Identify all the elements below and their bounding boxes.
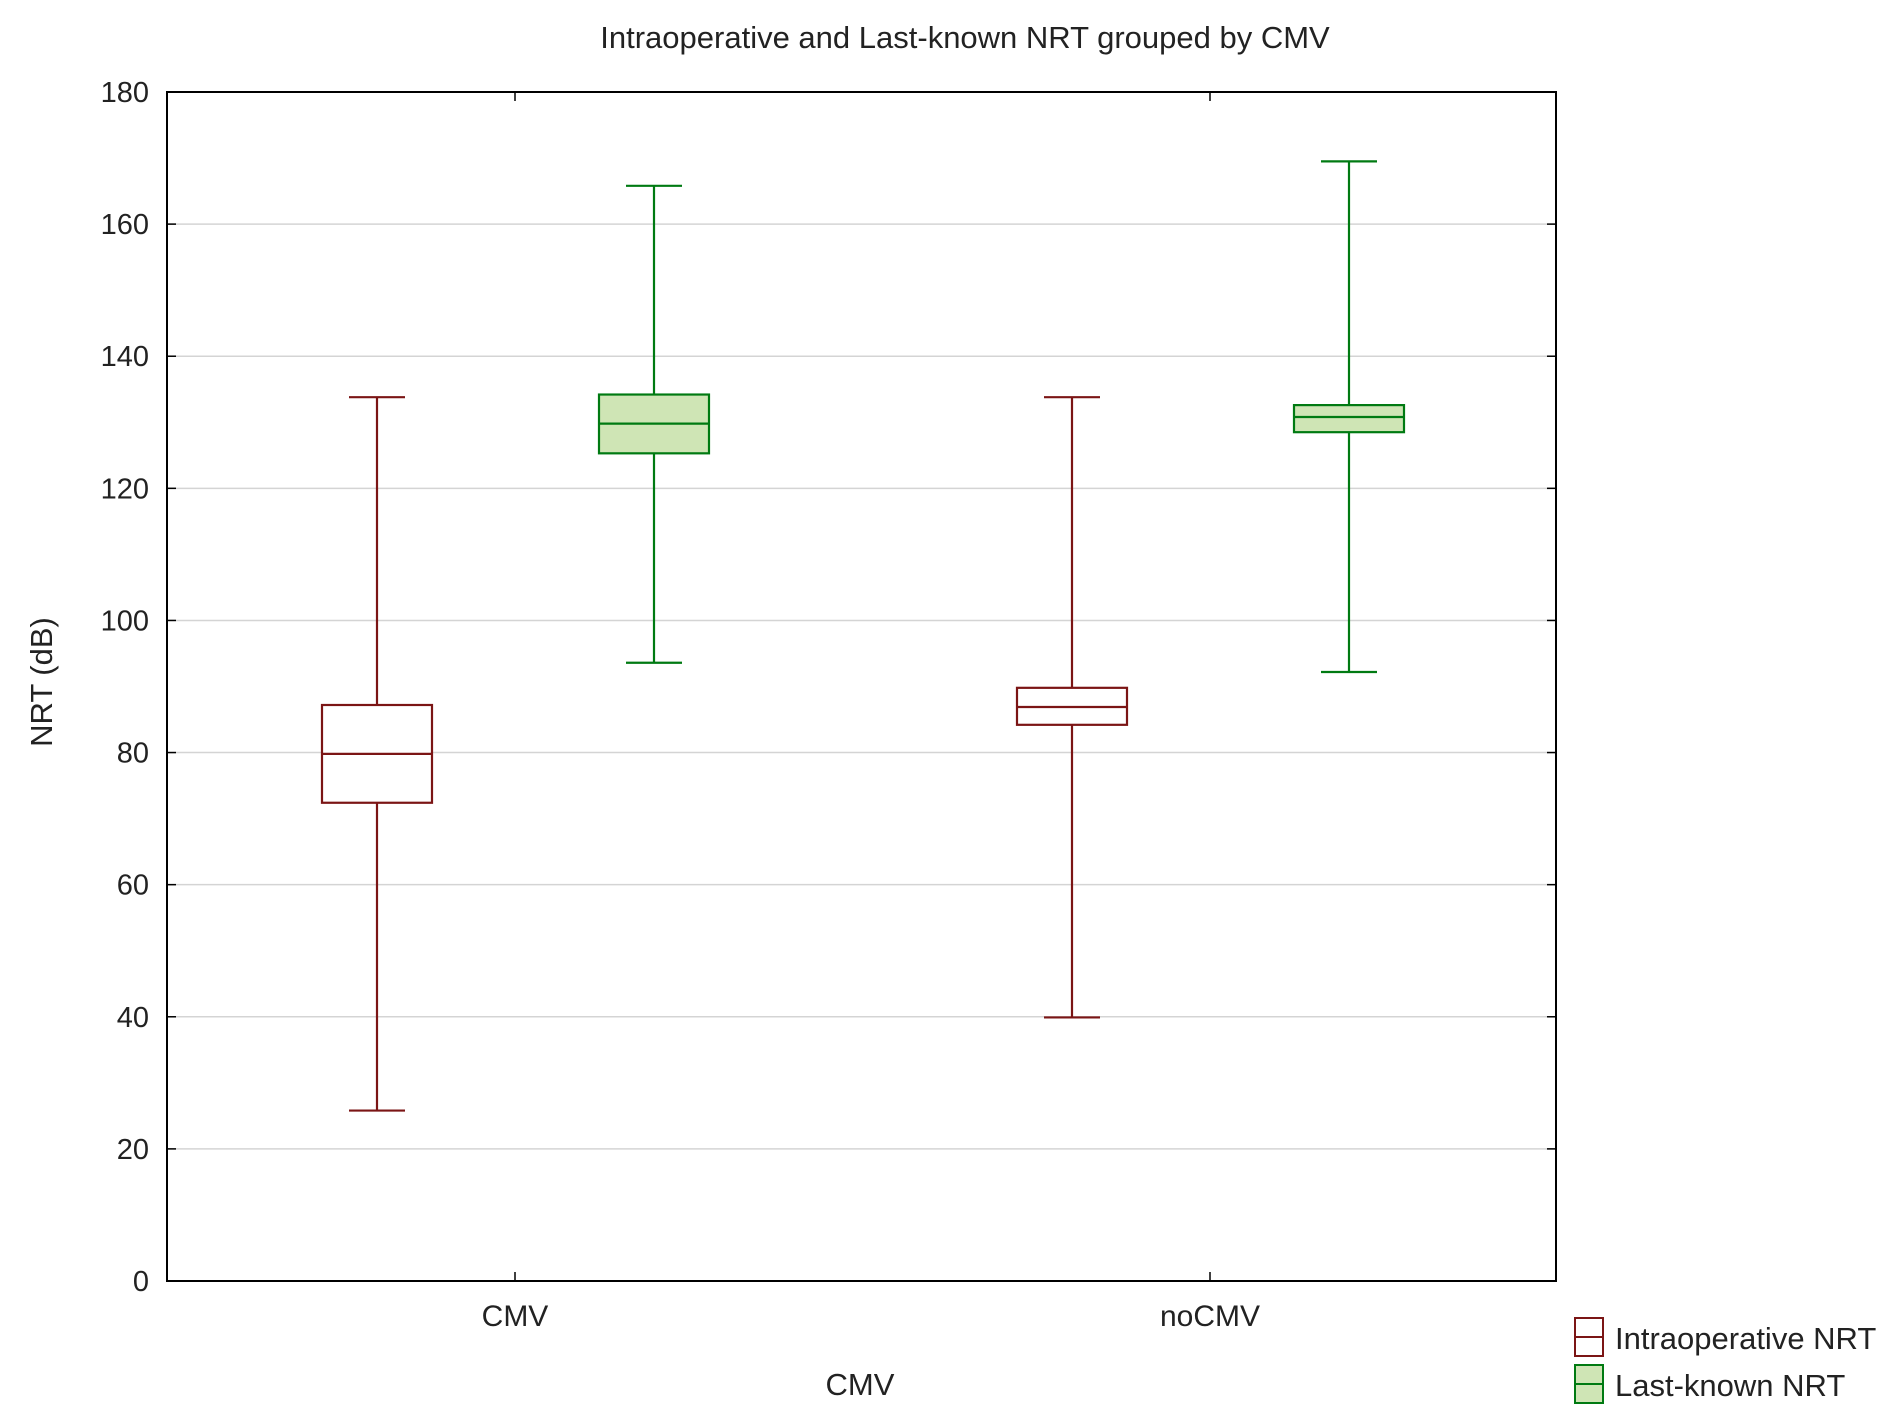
- y-axis-title: NRT (dB): [24, 617, 59, 747]
- y-tick-label: 40: [117, 1002, 149, 1034]
- legend: Intraoperative NRT Last-known NRT: [1574, 1317, 1876, 1404]
- y-tick-label: 140: [101, 341, 149, 373]
- y-tick-label: 180: [101, 77, 149, 109]
- box-intraoperative-nrt-nocmv: [1015, 396, 1129, 1019]
- y-tick-label: 120: [101, 473, 149, 505]
- x-axis-ticks: CMV noCMV: [482, 92, 1260, 1333]
- box-last-known-nrt-cmv: [597, 184, 711, 664]
- x-axis-title: CMV: [826, 1367, 895, 1402]
- legend-item: Intraoperative NRT: [1574, 1317, 1876, 1357]
- y-tick-label: 100: [101, 605, 149, 637]
- legend-label: Intraoperative NRT: [1615, 1321, 1876, 1356]
- y-tick-label: 20: [117, 1134, 149, 1166]
- y-tick-label: 0: [133, 1266, 149, 1298]
- box-series: [320, 160, 1406, 1112]
- y-axis-ticks: 0 20 40 60 80 100 120 140 160 180: [101, 77, 1556, 1298]
- plot-area-border: [166, 91, 1557, 1282]
- legend-label: Last-known NRT: [1615, 1368, 1845, 1403]
- box-intraoperative-nrt-cmv: [320, 396, 434, 1112]
- gridlines: [167, 223, 1556, 1150]
- chart-title: Intraoperative and Last-known NRT groupe…: [600, 20, 1330, 55]
- box-iqr: [1292, 404, 1406, 434]
- plot-frame: [166, 91, 1557, 1282]
- y-tick-label: 160: [101, 209, 149, 241]
- x-tick-label: CMV: [482, 1300, 549, 1333]
- x-tick-label: noCMV: [1160, 1300, 1260, 1333]
- y-tick-label: 60: [117, 870, 149, 902]
- box-last-known-nrt-nocmv: [1292, 160, 1406, 674]
- y-tick-label: 80: [117, 738, 149, 770]
- legend-item: Last-known NRT: [1574, 1364, 1845, 1404]
